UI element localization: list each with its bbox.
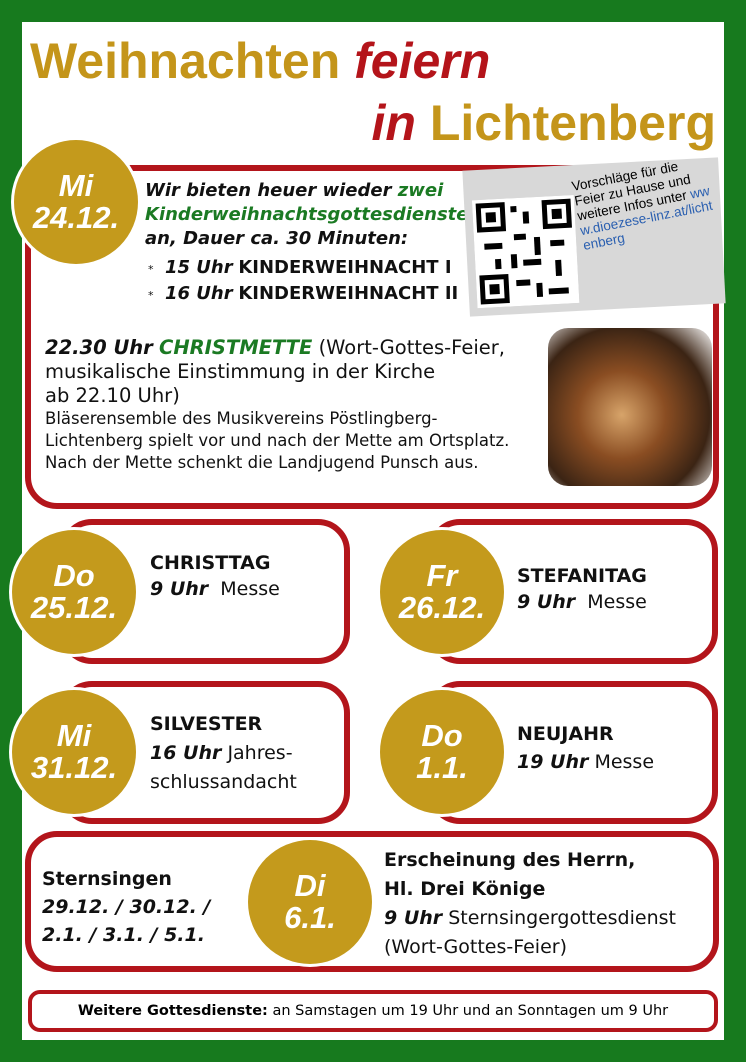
event-name: Erscheinung des Herrn, bbox=[384, 849, 636, 871]
kids-list: * 15 Uhr KINDERWEIHNACHT I * 16 Uhr KIND… bbox=[148, 256, 458, 308]
event-name: STEFANITAG bbox=[517, 565, 647, 587]
event-line: Jahres- bbox=[227, 742, 293, 764]
event-line: Messe bbox=[587, 591, 647, 613]
event-name: NEUJAHR bbox=[517, 723, 614, 745]
time: 16 Uhr bbox=[150, 742, 222, 764]
extra-line: Nach der Mette schenkt die Landjugend Pu… bbox=[45, 453, 479, 472]
date: 24.12. bbox=[32, 200, 120, 235]
title-line-1: Weihnachten feiern bbox=[30, 32, 490, 90]
qr-panel: Vorschläge für die Feier zu Hause und we… bbox=[462, 157, 726, 317]
event-line: schlussandacht bbox=[150, 771, 297, 793]
date-circle: Di 6.1. bbox=[248, 840, 372, 964]
event-text: SILVESTER 16 Uhr Jahres-schlussandacht bbox=[150, 710, 297, 797]
list-item: * 16 Uhr KINDERWEIHNACHT II bbox=[148, 283, 459, 304]
day: Mi bbox=[58, 168, 94, 203]
intro: Wir bieten heuer wieder zwei Kinderweihn… bbox=[145, 179, 468, 251]
title-word: Lichtenberg bbox=[429, 95, 716, 151]
date-circle: Mi 24.12. bbox=[14, 140, 138, 264]
day: Do bbox=[421, 718, 463, 753]
event-name: KINDERWEIHNACHT II bbox=[238, 283, 459, 304]
time: 9 Uhr bbox=[517, 591, 576, 613]
label: Sternsingen bbox=[42, 868, 172, 890]
time: 9 Uhr bbox=[384, 907, 443, 929]
intro-text: Wir bieten heuer wieder bbox=[145, 180, 392, 201]
extra-line: Lichtenberg spielt vor und nach der Mett… bbox=[45, 431, 510, 450]
time: 22.30 Uhr bbox=[45, 336, 153, 359]
event-line: Messe bbox=[220, 578, 280, 600]
dates: 2.1. / 3.1. / 5.1. bbox=[42, 924, 205, 946]
event-name: CHRISTTAG bbox=[150, 552, 271, 574]
dates: 29.12. / 30.12. / bbox=[42, 896, 211, 918]
time: 16 Uhr bbox=[164, 283, 233, 304]
mette-line: ab 22.10 Uhr) bbox=[45, 384, 180, 407]
intro-highlight: Kinderweihnachtsgottesdienste bbox=[145, 204, 469, 225]
event-name: CHRISTMETTE bbox=[159, 336, 313, 359]
title-word: in bbox=[371, 95, 416, 151]
extra-line: Bläserensemble des Musikvereins Pöstling… bbox=[45, 409, 438, 428]
date: 26.12. bbox=[398, 590, 486, 625]
qr-code bbox=[471, 195, 580, 309]
day: Do bbox=[53, 558, 95, 593]
service: Sternsingergottesdienst bbox=[448, 907, 676, 929]
qr-text: Vorschläge für die Feier zu Hause und we… bbox=[570, 153, 722, 253]
list-item: * 15 Uhr KINDERWEIHNACHT I bbox=[148, 257, 452, 278]
title-word: feiern bbox=[354, 33, 491, 89]
intro-highlight: zwei bbox=[397, 180, 444, 201]
time: 9 Uhr bbox=[150, 578, 209, 600]
intro-text: an, Dauer ca. 30 Minuten: bbox=[145, 228, 409, 249]
mette: 22.30 Uhr CHRISTMETTE (Wort-Gottes-Feier… bbox=[45, 336, 509, 474]
date-circle: Do 25.12. bbox=[12, 530, 136, 654]
date-circle: Fr 26.12. bbox=[380, 530, 504, 654]
note: (Wort-Gottes-Feier) bbox=[384, 936, 567, 958]
event-name: SILVESTER bbox=[150, 713, 263, 735]
footer-text: an Samstagen um 19 Uhr und an Sonntagen … bbox=[272, 1003, 669, 1019]
day: Di bbox=[294, 868, 326, 903]
epiphany-box bbox=[25, 831, 719, 972]
event-name: KINDERWEIHNACHT I bbox=[238, 257, 452, 278]
footer-label: Weitere Gottesdienste: bbox=[77, 1003, 268, 1019]
title-word: Weihnachten bbox=[30, 33, 341, 89]
sternsingen: Sternsingen 29.12. / 30.12. / 2.1. / 3.1… bbox=[42, 865, 210, 949]
time: 19 Uhr bbox=[517, 751, 589, 773]
date-circle: Mi 31.12. bbox=[12, 690, 136, 814]
title-line-2: in Lichtenberg bbox=[372, 94, 716, 152]
event-text: CHRISTTAG 9 Uhr Messe bbox=[150, 550, 280, 602]
extra: Bläserensemble des Musikvereins Pöstling… bbox=[45, 408, 509, 474]
nativity-image bbox=[548, 328, 712, 486]
date-circle: Do 1.1. bbox=[380, 690, 504, 814]
date: 25.12. bbox=[30, 590, 118, 625]
event-line: Messe bbox=[594, 751, 655, 773]
day: Fr bbox=[426, 558, 458, 593]
footer: Weitere Gottesdienste: an Samstagen um 1… bbox=[28, 990, 718, 1032]
event-name: Hl. Drei Könige bbox=[384, 878, 546, 900]
date: 31.12. bbox=[30, 750, 118, 785]
day: Mi bbox=[56, 718, 92, 753]
date: 6.1. bbox=[284, 900, 336, 935]
time: 15 Uhr bbox=[164, 257, 233, 278]
mette-line: musikalische Einstimmung in der Kirche bbox=[45, 360, 436, 383]
event-text: STEFANITAG 9 Uhr Messe bbox=[517, 563, 647, 615]
mette-line: (Wort-Gottes-Feier, bbox=[318, 336, 505, 359]
date: 1.1. bbox=[416, 750, 468, 785]
epiphany-text: Erscheinung des Herrn, Hl. Drei Könige 9… bbox=[384, 846, 676, 962]
event-text: NEUJAHR 19 Uhr Messe bbox=[517, 720, 654, 776]
